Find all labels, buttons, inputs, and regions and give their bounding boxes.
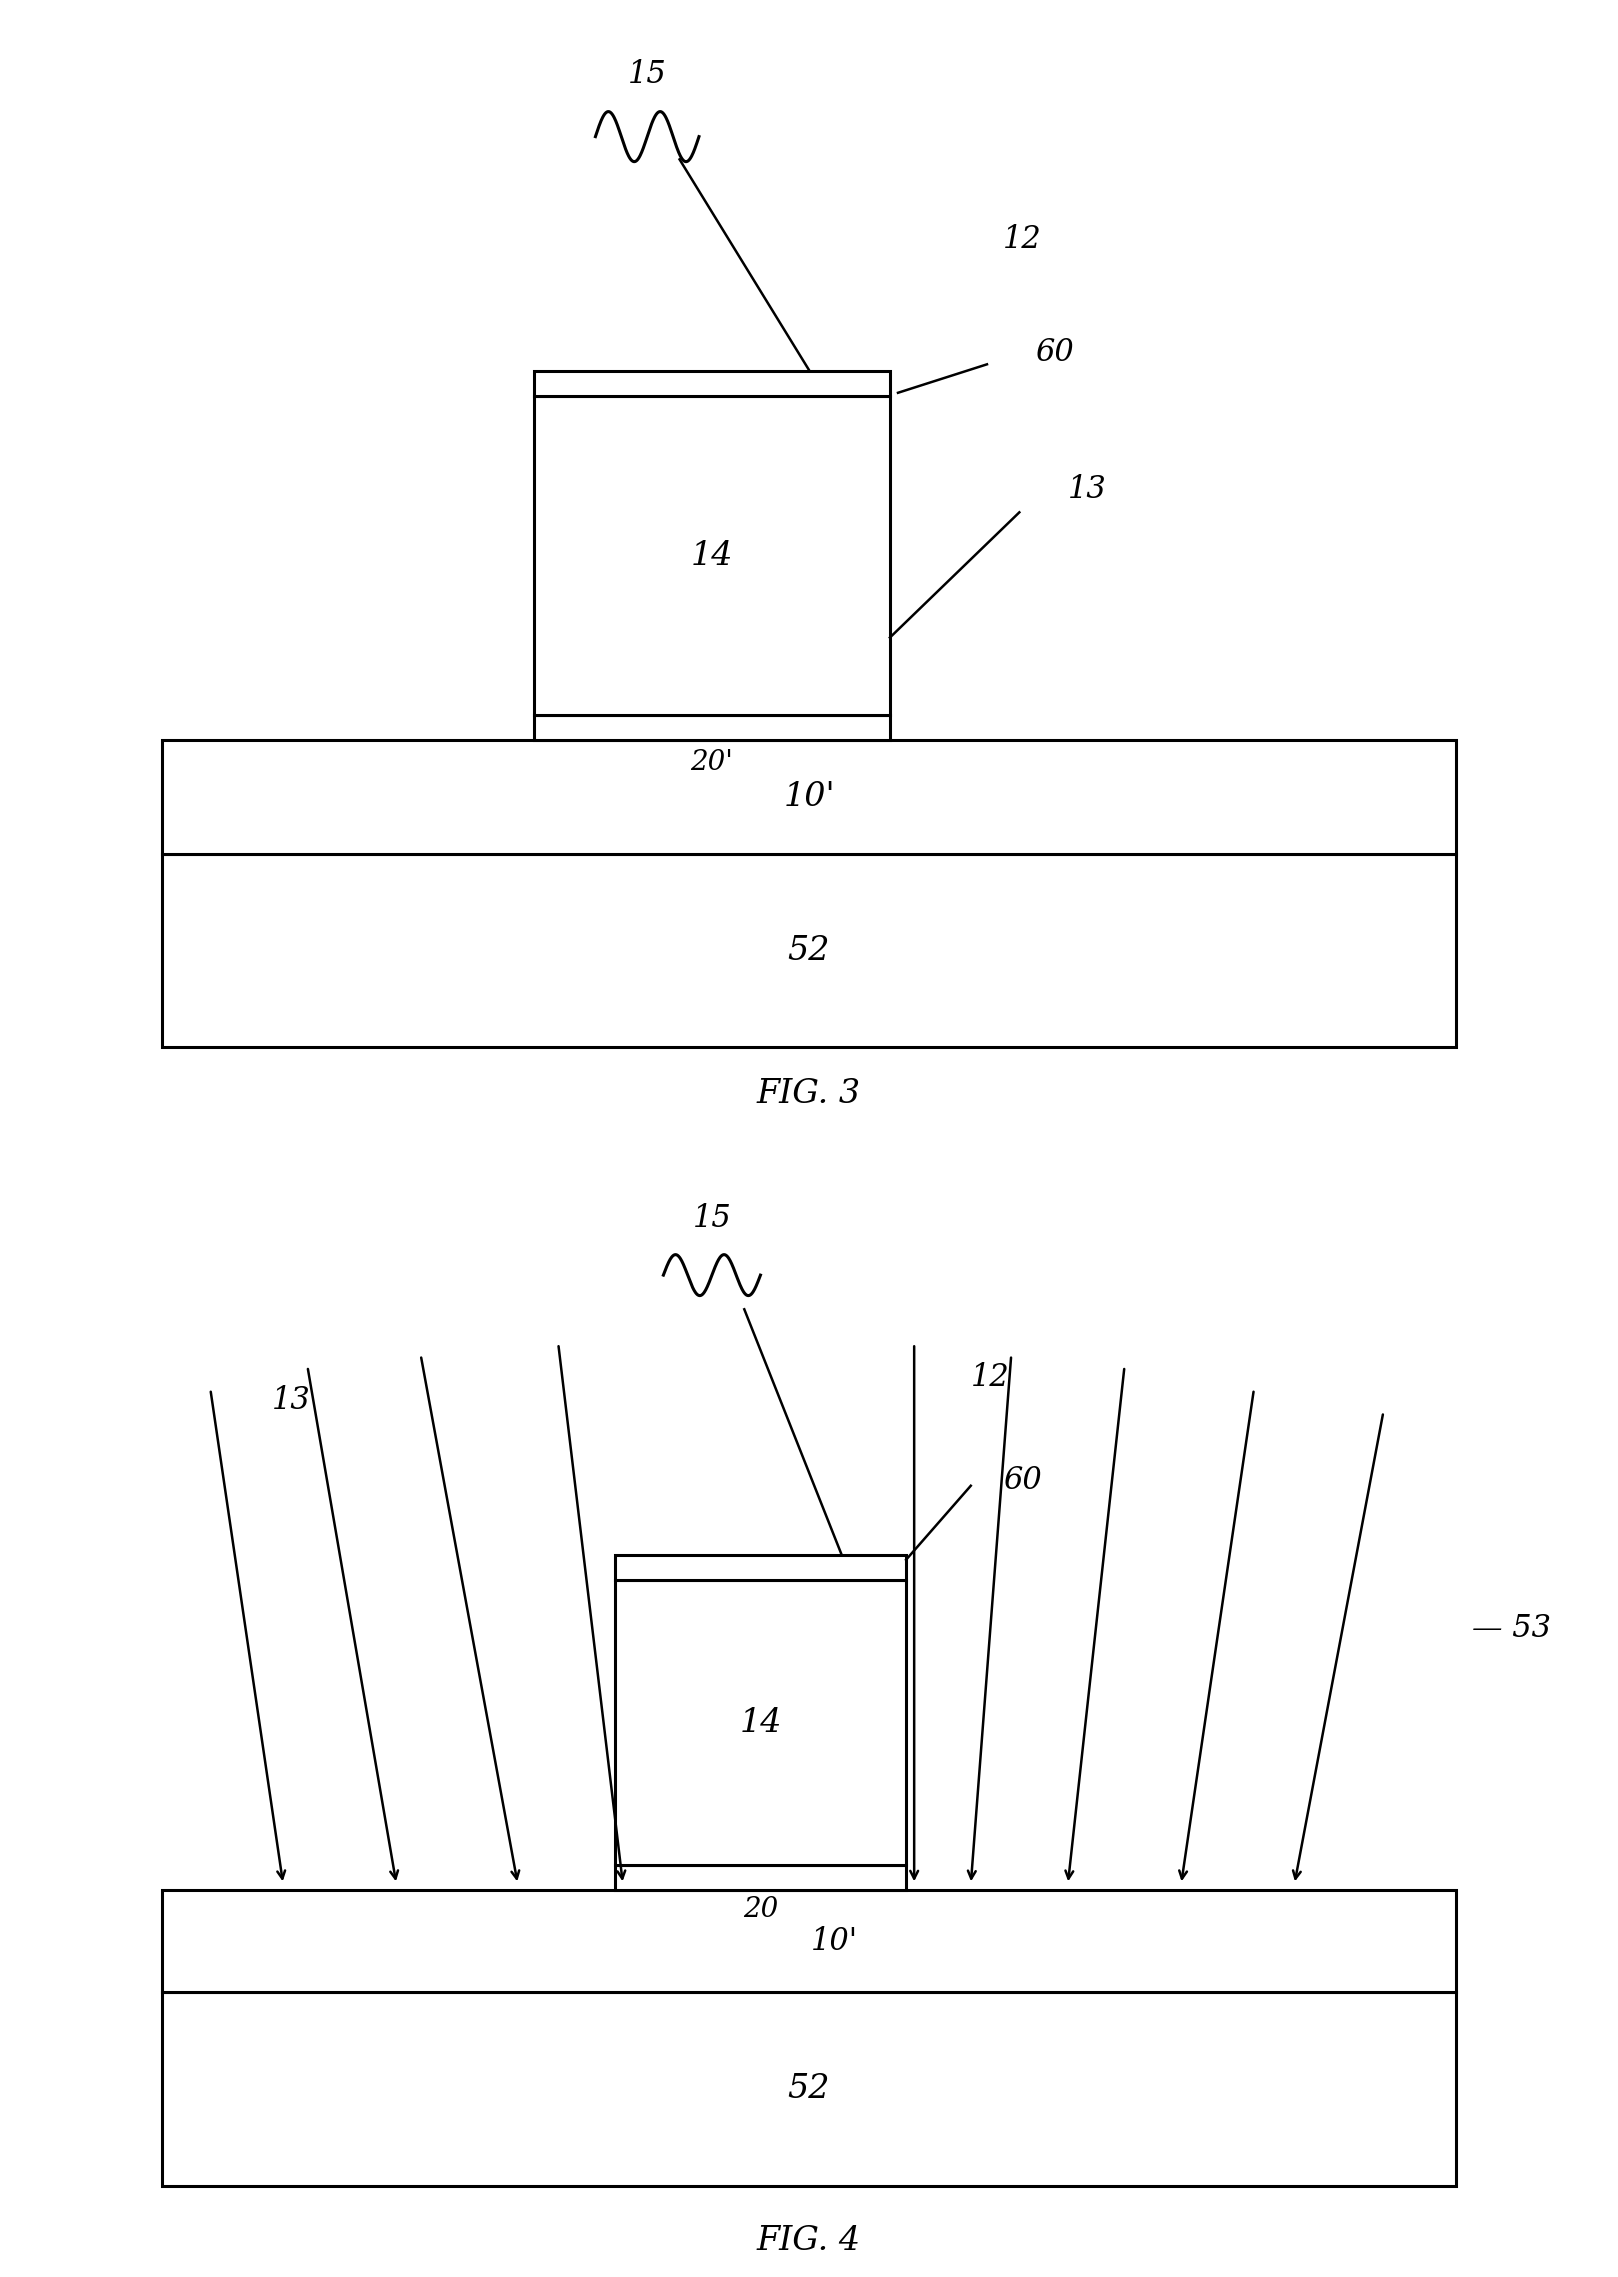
Bar xyxy=(615,1555,906,1580)
Text: 12: 12 xyxy=(1003,223,1042,255)
Bar xyxy=(615,1865,906,1890)
Text: 12: 12 xyxy=(971,1362,1010,1394)
Text: 52: 52 xyxy=(788,934,830,968)
Bar xyxy=(162,1890,1456,1992)
Bar xyxy=(534,715,890,740)
Text: 15: 15 xyxy=(693,1202,731,1234)
Text: 52: 52 xyxy=(788,2072,830,2106)
Text: 60: 60 xyxy=(1036,337,1074,369)
Bar xyxy=(534,396,890,715)
Text: — 53: — 53 xyxy=(1472,1612,1552,1644)
Text: FIG. 3: FIG. 3 xyxy=(757,1077,861,1109)
Bar xyxy=(615,1580,906,1865)
Text: 10': 10' xyxy=(783,781,835,813)
Text: 13: 13 xyxy=(272,1384,311,1416)
Text: 20: 20 xyxy=(743,1894,778,1922)
Text: 14: 14 xyxy=(739,1705,781,1740)
Text: 14: 14 xyxy=(691,540,733,572)
Bar xyxy=(162,740,1456,854)
Text: 15: 15 xyxy=(628,59,667,89)
Text: 10': 10' xyxy=(811,1926,859,1956)
Text: 60: 60 xyxy=(1003,1464,1042,1496)
Text: 20': 20' xyxy=(691,749,733,776)
Text: 13: 13 xyxy=(1068,474,1107,505)
Text: FIG. 4: FIG. 4 xyxy=(757,2225,861,2257)
Bar xyxy=(534,371,890,396)
Bar xyxy=(162,854,1456,1047)
Bar xyxy=(162,1992,1456,2186)
